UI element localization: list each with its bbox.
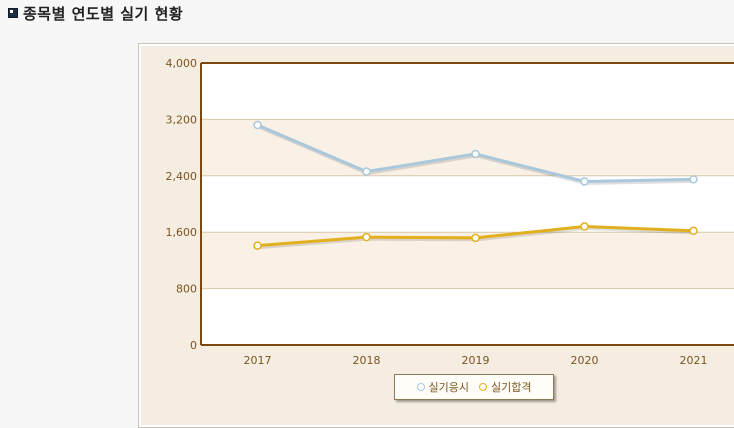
legend-label: 실기응시 bbox=[428, 381, 469, 394]
y-tick-label: 4,000 bbox=[166, 57, 198, 70]
legend-marker bbox=[416, 383, 425, 391]
data-point[interactable] bbox=[689, 226, 698, 236]
data-point[interactable] bbox=[362, 232, 371, 242]
x-tick-label: 2021 bbox=[680, 354, 708, 367]
data-point[interactable] bbox=[580, 222, 589, 231]
data-point[interactable] bbox=[253, 241, 262, 250]
page-title: 종목별 연도별 실기 현황 bbox=[23, 4, 184, 23]
plot-band bbox=[201, 119, 734, 176]
y-tick-label: 0 bbox=[190, 339, 197, 352]
x-tick-label: 2019 bbox=[462, 354, 490, 367]
legend-label: 실기합격 bbox=[491, 381, 532, 394]
chart-legend: 실기응시 실기합격 bbox=[394, 374, 554, 400]
data-point[interactable] bbox=[471, 149, 480, 159]
data-point[interactable] bbox=[689, 175, 698, 184]
x-tick-label: 2020 bbox=[571, 354, 599, 367]
y-tick-label: 3,200 bbox=[166, 113, 198, 126]
data-point[interactable] bbox=[253, 120, 262, 130]
y-tick-label: 2,400 bbox=[166, 170, 198, 183]
data-point[interactable] bbox=[362, 167, 371, 176]
y-tick-label: 1,600 bbox=[166, 226, 198, 239]
y-tick-label: 800 bbox=[176, 283, 197, 296]
page-header: 종목별 연도별 실기 현황 bbox=[8, 3, 183, 23]
legend-marker bbox=[479, 383, 487, 391]
plot-area bbox=[201, 63, 734, 345]
x-tick-label: 2017 bbox=[244, 354, 272, 367]
legend-item[interactable]: 실기합격 bbox=[479, 379, 531, 395]
x-tick-label: 2018 bbox=[353, 354, 381, 367]
square-bullet-icon bbox=[8, 8, 18, 18]
data-point[interactable] bbox=[580, 177, 589, 186]
data-point[interactable] bbox=[471, 233, 480, 243]
legend-item[interactable]: 실기응시 bbox=[416, 379, 469, 395]
